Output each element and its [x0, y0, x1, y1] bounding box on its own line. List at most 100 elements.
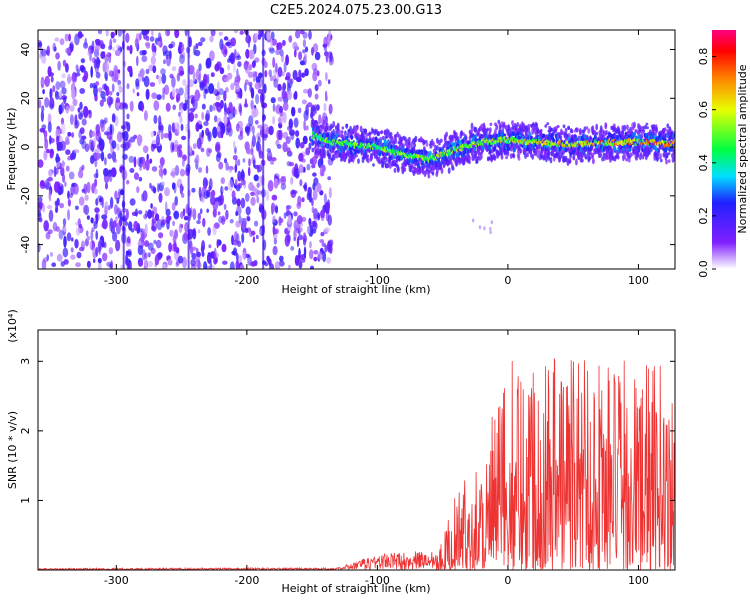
heatmap-cell: [60, 122, 66, 135]
heatmap-cell: [256, 196, 260, 204]
heatmap-cell: [254, 188, 259, 198]
heatmap-cell: [171, 243, 178, 252]
heatmap-cell: [192, 143, 197, 150]
heatmap-cell: [572, 153, 576, 159]
heatmap-cell: [209, 50, 215, 62]
heatmap-cell: [99, 40, 104, 49]
heatmap-cell: [627, 134, 631, 140]
heatmap-cell: [192, 99, 198, 110]
heatmap-cell: [146, 153, 149, 161]
heatmap-cell: [101, 241, 105, 248]
heatmap-cell: [61, 160, 65, 169]
heatmap-cell: [221, 243, 227, 253]
heatmap-cell: [278, 260, 285, 267]
heatmap-cell: [283, 61, 287, 73]
heatmap-cell: [626, 124, 629, 130]
heatmap-cell: [157, 254, 162, 261]
heatmap-cell: [230, 83, 235, 91]
heatmap-cell: [290, 131, 295, 141]
heatmap-cell: [350, 134, 354, 140]
heatmap-cell: [201, 196, 205, 203]
heatmap-cell: [321, 124, 324, 129]
heatmap-cell: [221, 215, 226, 225]
y-tick-label: 1: [19, 497, 32, 504]
heatmap-cell: [287, 90, 293, 100]
heatmap-cell: [621, 130, 625, 134]
heatmap-cell: [65, 105, 70, 114]
x-tick-label: 100: [628, 574, 649, 587]
heatmap-cell: [282, 141, 288, 153]
heatmap-cell: [156, 134, 160, 146]
heatmap-cell: [306, 125, 309, 130]
heatmap-cell: [71, 237, 74, 242]
heatmap-cell: [60, 140, 66, 151]
heatmap-cell: [48, 189, 52, 202]
heatmap-cell: [490, 220, 493, 225]
heatmap-cell: [251, 107, 257, 119]
heatmap-cell: [272, 215, 276, 224]
heatmap-cell: [303, 110, 309, 121]
heatmap-cell: [125, 253, 128, 265]
heatmap-cell: [583, 134, 587, 140]
heatmap-cell: [195, 122, 200, 132]
heatmap-cell: [165, 102, 171, 112]
heatmap-cell: [468, 155, 471, 162]
heatmap-cell: [43, 150, 48, 161]
heatmap-cell: [173, 210, 180, 220]
heatmap-cell: [372, 163, 375, 167]
heatmap-cell: [258, 227, 262, 236]
heatmap-cell: [85, 230, 89, 237]
heatmap-cell: [332, 146, 336, 150]
heatmap-cell: [58, 183, 64, 190]
heatmap-cell: [49, 135, 52, 145]
heatmap-cell: [133, 220, 139, 231]
heatmap-cell: [640, 132, 644, 139]
heatmap-cell: [163, 59, 166, 65]
heatmap-cell: [110, 124, 115, 135]
heatmap-cell: [172, 104, 176, 111]
heatmap-cell: [245, 206, 251, 216]
heatmap-cell: [237, 182, 242, 189]
heatmap-cell: [159, 157, 165, 166]
heatmap-cell: [149, 82, 156, 87]
heatmap-cell: [436, 145, 439, 151]
heatmap-cell: [319, 239, 325, 244]
heatmap-cell: [124, 221, 128, 227]
heatmap-cell: [174, 196, 178, 206]
heatmap-cell: [107, 205, 111, 211]
heatmap-cell: [196, 137, 202, 150]
heatmap-cell: [292, 69, 298, 81]
heatmap-cell: [69, 114, 74, 125]
heatmap-streak: [187, 30, 190, 269]
heatmap-cell: [547, 149, 551, 156]
heatmap-cell: [258, 72, 263, 79]
heatmap-cell: [625, 157, 629, 162]
heatmap-cell: [368, 132, 372, 136]
heatmap-cell: [283, 212, 287, 219]
heatmap-cell: [56, 197, 60, 206]
heatmap-cell: [432, 141, 435, 147]
x-tick-label: -200: [234, 574, 259, 587]
heatmap-cell: [132, 88, 135, 94]
heatmap-cell: [313, 208, 319, 220]
x-tick-label: 100: [628, 274, 649, 287]
heatmap-cell: [381, 135, 385, 141]
heatmap-cell: [98, 87, 103, 93]
heatmap-cell: [326, 132, 330, 138]
heatmap-cell: [208, 83, 215, 95]
heatmap-cell: [176, 144, 182, 152]
heatmap-cell: [147, 242, 154, 251]
heatmap-cell: [126, 113, 130, 120]
heatmap-cell: [139, 32, 142, 41]
heatmap-cell: [218, 88, 224, 96]
heatmap-cell: [559, 135, 563, 141]
heatmap-cell: [158, 232, 164, 239]
heatmap-cell: [235, 259, 240, 269]
heatmap-cell: [128, 155, 135, 163]
colorbar: 0.0 0.2 0.4 0.6 0.8 Normalized spectral ampl…: [697, 30, 749, 278]
heatmap-cell: [275, 104, 281, 115]
heatmap-cell: [440, 167, 444, 174]
heatmap-cell: [192, 208, 197, 221]
heatmap-cell: [116, 92, 120, 97]
heatmap-cell: [282, 39, 286, 47]
